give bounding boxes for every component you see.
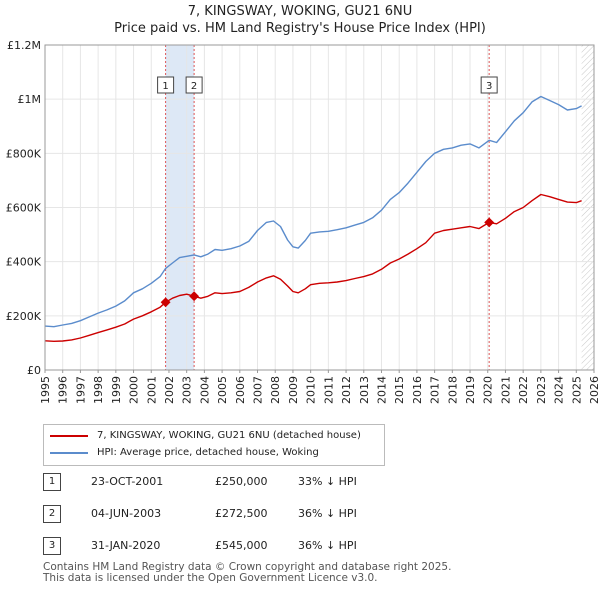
sale-point [160,297,171,308]
legend-label-property: 7, KINGSWAY, WOKING, GU21 6NU (detached … [97,430,361,441]
y-tick-label: £1M [18,93,42,106]
chart-subtitle: Price paid vs. HM Land Registry's House … [114,21,486,36]
x-tick-label: 1997 [74,376,87,404]
sale-label-box [480,76,498,94]
sale-price: £272,500 [215,507,268,520]
y-tick-label: £800K [6,147,42,160]
x-tick-label: 2013 [358,376,371,404]
x-tick-label: 2001 [145,376,158,404]
x-tick-label: 2014 [375,376,388,404]
hpi-line [44,95,582,328]
chart-title: 7, KINGSWAY, WOKING, GU21 6NU [187,4,413,19]
sale-price: £250,000 [215,475,268,488]
sale-price: £545,000 [215,539,268,552]
legend-label-hpi: HPI: Average price, detached house, Woki… [97,447,319,458]
x-tick-label: 2022 [517,376,530,404]
sale-point [484,217,495,228]
x-tick-label: 2000 [128,376,141,404]
footer-licence: This data is licensed under the Open Gov… [43,572,378,584]
x-tick-label: 2007 [252,376,265,404]
sale-label-box [157,76,175,94]
sale-label-box [185,76,203,94]
sale-number-badge: 3 [43,537,61,555]
x-tick-label: 1999 [110,376,123,404]
plot-border [44,44,595,371]
footer-copyright: Contains HM Land Registry data © Crown c… [43,561,452,573]
sale-hpi-diff: 36% ↓ HPI [298,507,357,520]
legend-swatch-property [50,434,88,437]
sale-number-badge: 2 [43,505,61,523]
x-tick-label: 2002 [163,376,176,404]
sale-row: 2 04-JUN-2003 £272,500 36% ↓ HPI [43,505,483,525]
x-tick-label: 2021 [499,376,512,404]
y-tick-label: £400K [6,256,42,269]
legend-item-hpi: HPI: Average price, detached house, Woki… [50,447,319,458]
x-tick-label: 2006 [234,376,247,404]
x-tick-label: 2008 [269,376,282,404]
sale-date: 23-OCT-2001 [91,475,164,488]
x-tick-label: 2011 [322,376,335,404]
sale-number-badge: 1 [43,473,61,491]
legend-item-property: 7, KINGSWAY, WOKING, GU21 6NU (detached … [50,430,361,441]
legend-swatch-hpi [50,451,88,454]
sale-row: 1 23-OCT-2001 £250,000 33% ↓ HPI [43,473,483,493]
x-tick-label: 2009 [287,376,300,404]
x-tick-label: 2026 [588,376,600,404]
sale-label: 3 [486,81,492,92]
y-tick-label: £1.2M [7,39,41,52]
sale-point [189,291,200,302]
sale-label: 2 [191,81,197,92]
x-tick-label: 2018 [446,376,459,404]
y-tick-label: £0 [27,364,41,377]
x-tick-label: 2025 [570,376,583,404]
x-tick-label: 2019 [464,376,477,404]
x-tick-label: 2016 [411,376,424,404]
x-tick-label: 2012 [340,376,353,404]
x-tick-label: 2005 [216,376,229,404]
y-tick-label: £600K [6,202,42,215]
y-tick-label: £200K [6,310,42,323]
x-tick-label: 1996 [57,376,70,404]
x-tick-label: 2020 [482,376,495,404]
sale-label: 1 [162,81,168,92]
sale-date: 04-JUN-2003 [91,507,162,520]
sale-date: 31-JAN-2020 [91,539,161,552]
x-tick-label: 2024 [553,376,566,404]
sale-hpi-diff: 33% ↓ HPI [298,475,357,488]
price-chart: 1 2 3 £0 £200K £400K £600K £800K £1M £1.2M 1995 199… [6,39,600,404]
x-tick-label: 1995 [39,376,52,404]
x-tick-label: 2017 [429,376,442,404]
sale-row: 3 31-JAN-2020 £545,000 36% ↓ HPI [43,537,483,557]
sale-hpi-diff: 36% ↓ HPI [298,539,357,552]
x-tick-label: 2003 [181,376,194,404]
chart-legend: 7, KINGSWAY, WOKING, GU21 6NU (detached … [43,424,385,466]
x-tick-label: 2010 [305,376,318,404]
x-tick-label: 2015 [393,376,406,404]
x-tick-label: 2004 [198,376,211,404]
x-tick-label: 2023 [535,376,548,404]
footer: Contains HM Land Registry data © Crown c… [43,562,451,584]
x-tick-label: 1998 [92,376,105,404]
